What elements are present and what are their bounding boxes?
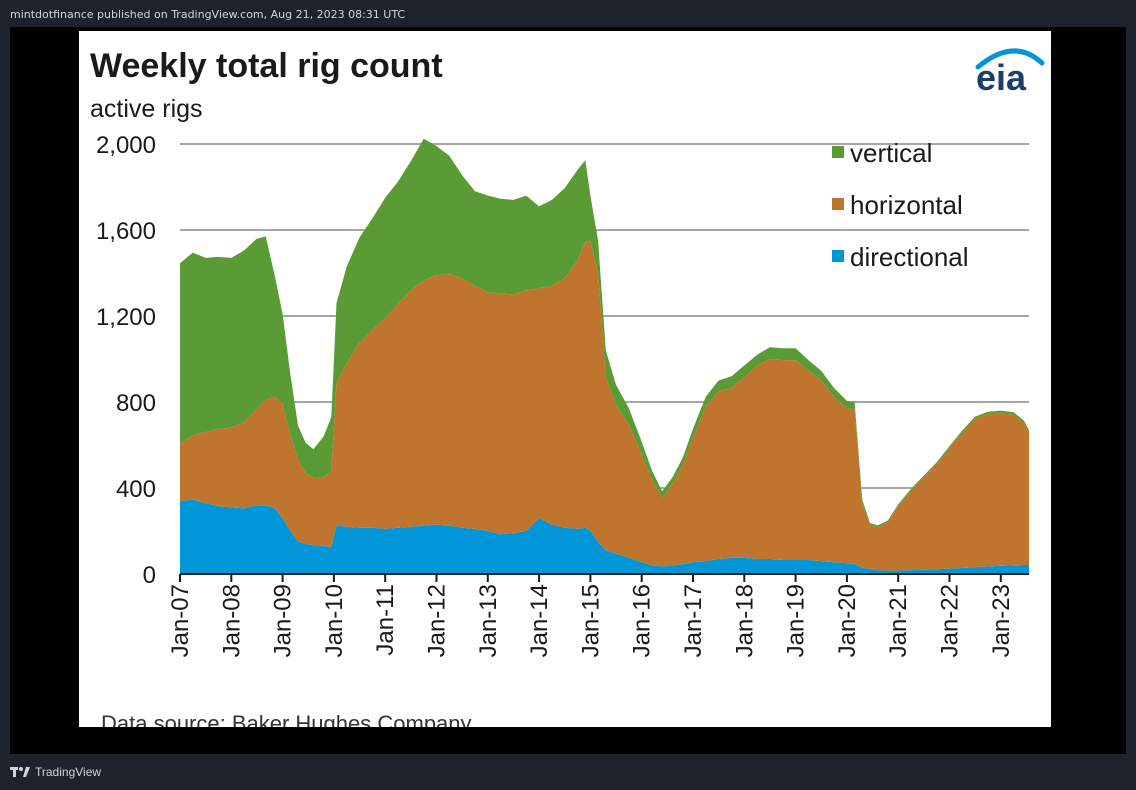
chart-card: Weekly total rig count active rigs eia 0… bbox=[79, 31, 1051, 727]
x-tick-label: Jan-13 bbox=[475, 584, 502, 657]
axes: 0 400 800 1,200 1,600 2,000 Jan-07 Jan-08 Jan-09… bbox=[96, 132, 1029, 657]
area-directional bbox=[180, 499, 1029, 574]
x-tick-label: Jan-14 bbox=[526, 584, 553, 657]
y-axis-label: active rigs bbox=[90, 95, 203, 123]
data-source-note: Data source: Baker Hughes Company bbox=[101, 711, 472, 727]
tradingview-logo-icon bbox=[10, 767, 30, 777]
legend-label-directional: directional bbox=[850, 242, 969, 272]
legend: vertical horizontal directional bbox=[832, 138, 969, 272]
x-tick-label: Jan-23 bbox=[988, 584, 1015, 657]
tradingview-brand: TradingView bbox=[35, 765, 102, 779]
legend-label-horizontal: horizontal bbox=[850, 190, 963, 220]
chart-title: Weekly total rig count bbox=[90, 47, 443, 85]
x-tick-label: Jan-08 bbox=[218, 584, 245, 657]
x-tick-label: Jan-21 bbox=[885, 584, 912, 657]
publisher-line: mintdotfinance published on TradingView.… bbox=[10, 8, 406, 21]
y-tick-label: 0 bbox=[143, 562, 156, 589]
x-tick-label: Jan-16 bbox=[629, 584, 656, 657]
eia-logo: eia bbox=[975, 48, 1045, 98]
x-tick-label: Jan-12 bbox=[423, 584, 450, 657]
legend-label-vertical: vertical bbox=[850, 138, 932, 168]
x-tick-label: Jan-09 bbox=[270, 584, 297, 657]
legend-swatch-vertical bbox=[832, 146, 844, 158]
x-tick-label: Jan-15 bbox=[577, 584, 604, 657]
y-tick-label: 2,000 bbox=[96, 132, 156, 159]
y-tick-label: 1,200 bbox=[96, 304, 156, 331]
stacked-areas bbox=[180, 138, 1029, 574]
area-horizontal bbox=[180, 240, 1029, 571]
eia-logo-text: eia bbox=[976, 57, 1027, 98]
tradingview-footer[interactable]: TradingView bbox=[10, 763, 101, 781]
y-tick-label: 1,600 bbox=[96, 218, 156, 245]
legend-swatch-horizontal bbox=[832, 198, 844, 210]
y-tick-label: 800 bbox=[116, 390, 156, 417]
x-tick-label: Jan-17 bbox=[680, 584, 707, 657]
eia-logo-arc bbox=[975, 48, 1045, 70]
x-tick-label: Jan-18 bbox=[731, 584, 758, 657]
x-tick-label: Jan-20 bbox=[834, 584, 861, 657]
x-tick-label: Jan-10 bbox=[321, 584, 348, 657]
area-vertical bbox=[180, 138, 1029, 528]
x-tick-label: Jan-19 bbox=[783, 584, 810, 657]
legend-swatch-directional bbox=[832, 250, 844, 262]
x-tick-label: Jan-11 bbox=[372, 584, 399, 656]
rig-count-chart: Weekly total rig count active rigs eia 0… bbox=[90, 47, 1045, 727]
x-tick-label: Jan-07 bbox=[167, 584, 194, 657]
x-tick-label: Jan-22 bbox=[936, 584, 963, 657]
y-tick-label: 400 bbox=[116, 476, 156, 503]
